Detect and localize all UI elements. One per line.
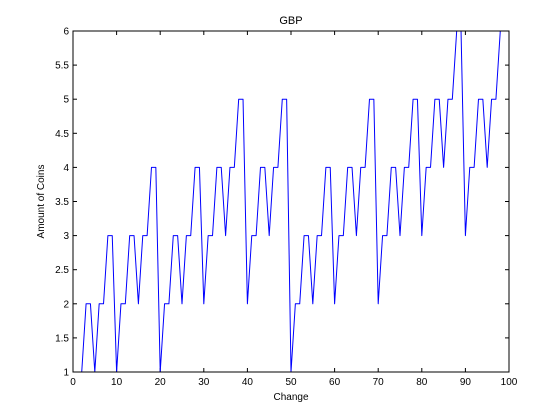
y-tick-label: 4.5 — [55, 129, 69, 140]
y-tick-label: 2.5 — [55, 265, 69, 276]
x-tick-label: 70 — [373, 377, 385, 388]
x-tick-label: 90 — [460, 377, 472, 388]
x-tick-label: 30 — [198, 377, 210, 388]
x-tick-label: 80 — [416, 377, 428, 388]
y-tick-label: 3.5 — [55, 197, 69, 208]
tick-labels: 0 10 20 30 40 50 60 70 80 90 100 1 1.5 2 2.5 3 3.5 4 4.5 5 5… — [55, 27, 518, 389]
x-tick-label: 60 — [329, 377, 341, 388]
y-tick-label: 1.5 — [55, 333, 69, 344]
y-axis-label: Amount of Coins — [36, 165, 47, 239]
y-tick-label: 5.5 — [55, 61, 69, 72]
x-tick-label: 10 — [111, 377, 123, 388]
plot-area — [73, 31, 509, 372]
y-tick-label: 5 — [63, 95, 69, 106]
x-tick-label: 20 — [155, 377, 167, 388]
x-axis-label: Change — [273, 392, 308, 403]
y-tick-label: 1 — [63, 368, 69, 379]
chart-title: GBP — [279, 15, 302, 27]
y-tick-label: 4 — [63, 163, 69, 174]
x-tick-label: 50 — [285, 377, 297, 388]
y-tick-label: 6 — [63, 27, 69, 38]
plot-frame — [72, 30, 510, 373]
x-tick-label: 100 — [501, 377, 518, 388]
y-tick-label: 2 — [63, 299, 69, 310]
x-tick-label: 0 — [70, 377, 76, 388]
y-tick-label: 3 — [63, 231, 69, 242]
x-tick-label: 40 — [242, 377, 254, 388]
